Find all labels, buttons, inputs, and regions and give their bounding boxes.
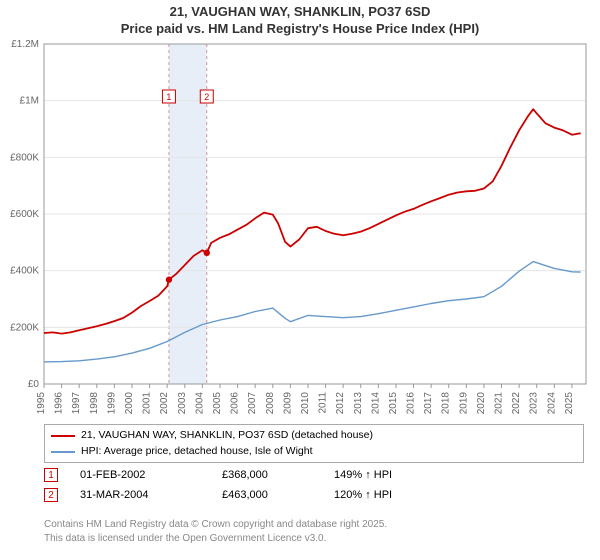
title-line-1: 21, VAUGHAN WAY, SHANKLIN, PO37 6SD: [0, 4, 600, 21]
svg-text:£0: £0: [28, 379, 40, 390]
sale-badge: 1: [44, 468, 58, 482]
footer-line-2: This data is licensed under the Open Gov…: [44, 532, 584, 546]
title-block: 21, VAUGHAN WAY, SHANKLIN, PO37 6SD Pric…: [0, 0, 600, 38]
sale-row: 2 31-MAR-2004 £463,000 120% ↑ HPI: [44, 488, 584, 502]
title-line-2: Price paid vs. HM Land Registry's House …: [0, 21, 600, 38]
svg-text:2002: 2002: [159, 392, 170, 415]
legend-row: HPI: Average price, detached house, Isle…: [51, 444, 577, 460]
svg-text:£600K: £600K: [10, 209, 39, 220]
svg-text:2001: 2001: [142, 392, 153, 415]
sale-row: 1 01-FEB-2002 £368,000 149% ↑ HPI: [44, 468, 584, 482]
legend-row: 21, VAUGHAN WAY, SHANKLIN, PO37 6SD (det…: [51, 428, 577, 444]
svg-text:2016: 2016: [406, 392, 417, 415]
footer-attribution: Contains HM Land Registry data © Crown c…: [44, 518, 584, 545]
svg-text:2013: 2013: [353, 392, 364, 415]
svg-text:1998: 1998: [89, 392, 100, 415]
svg-text:2006: 2006: [230, 392, 241, 415]
svg-text:2011: 2011: [318, 392, 329, 414]
chart-area: £0 £200K £400K £600K £800K £1M £1.2M 1995 1996 19…: [0, 38, 600, 420]
svg-text:1996: 1996: [54, 392, 65, 415]
legend-label: HPI: Average price, detached house, Isle…: [81, 444, 313, 460]
svg-text:£200K: £200K: [10, 322, 39, 333]
svg-text:£800K: £800K: [10, 152, 39, 163]
svg-text:2020: 2020: [476, 392, 487, 415]
svg-text:2015: 2015: [388, 392, 399, 415]
svg-text:2017: 2017: [423, 392, 434, 415]
sale-date: 31-MAR-2004: [80, 489, 200, 501]
legend: 21, VAUGHAN WAY, SHANKLIN, PO37 6SD (det…: [44, 424, 584, 463]
svg-text:2014: 2014: [370, 392, 381, 415]
svg-text:2003: 2003: [177, 392, 188, 415]
svg-text:1999: 1999: [106, 392, 117, 415]
svg-text:2019: 2019: [458, 392, 469, 415]
svg-text:£1.2M: £1.2M: [11, 39, 39, 50]
sale-hpi: 149% ↑ HPI: [334, 469, 392, 481]
legend-swatch: [51, 435, 75, 437]
svg-text:2008: 2008: [265, 392, 276, 415]
svg-text:1995: 1995: [36, 392, 47, 415]
sale-price: £368,000: [222, 469, 312, 481]
svg-text:£400K: £400K: [10, 266, 39, 277]
sale-price: £463,000: [222, 489, 312, 501]
svg-text:2005: 2005: [212, 392, 223, 415]
svg-text:1: 1: [166, 92, 171, 102]
svg-text:2007: 2007: [247, 392, 258, 415]
sale-hpi: 120% ↑ HPI: [334, 489, 392, 501]
svg-text:£1M: £1M: [20, 96, 39, 107]
svg-text:2004: 2004: [194, 392, 205, 415]
svg-text:2009: 2009: [282, 392, 293, 415]
svg-text:2000: 2000: [124, 392, 135, 415]
svg-text:2023: 2023: [529, 392, 540, 415]
svg-text:2022: 2022: [511, 392, 522, 415]
chart-container: 21, VAUGHAN WAY, SHANKLIN, PO37 6SD Pric…: [0, 0, 600, 560]
svg-text:2021: 2021: [494, 392, 505, 415]
svg-text:1997: 1997: [71, 392, 82, 415]
svg-text:2024: 2024: [546, 392, 557, 415]
legend-swatch: [51, 451, 75, 453]
chart-svg: £0 £200K £400K £600K £800K £1M £1.2M 1995 1996 19…: [0, 38, 600, 420]
svg-text:2018: 2018: [441, 392, 452, 415]
sale-badge: 2: [44, 488, 58, 502]
sale-date: 01-FEB-2002: [80, 469, 200, 481]
svg-text:2025: 2025: [564, 392, 575, 415]
sales-table: 1 01-FEB-2002 £368,000 149% ↑ HPI 2 31-MAR-20…: [44, 462, 584, 502]
footer-line-1: Contains HM Land Registry data © Crown c…: [44, 518, 584, 532]
svg-text:2012: 2012: [335, 392, 346, 415]
svg-text:2: 2: [204, 92, 209, 102]
legend-label: 21, VAUGHAN WAY, SHANKLIN, PO37 6SD (det…: [81, 428, 373, 444]
svg-text:2010: 2010: [300, 392, 311, 415]
